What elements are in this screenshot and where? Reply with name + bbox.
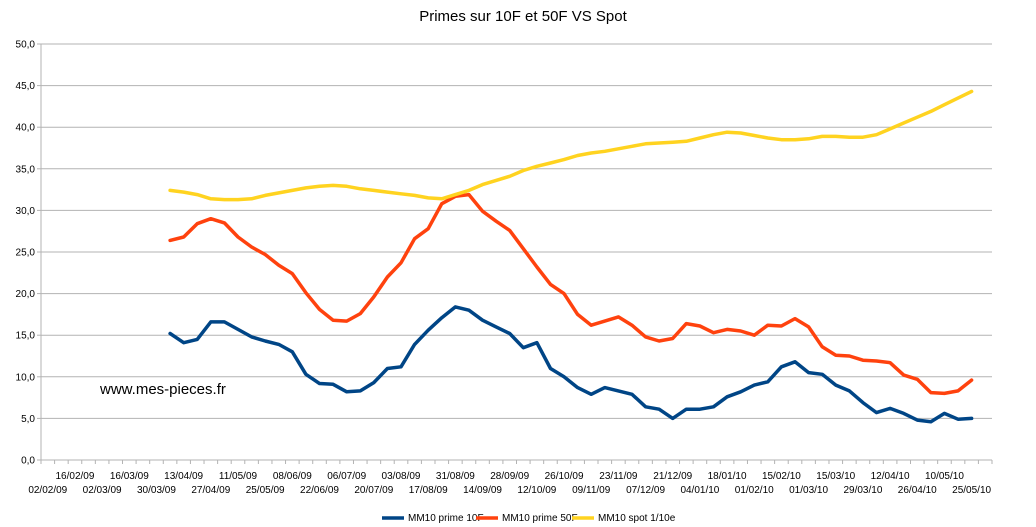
y-tick-label: 40,0 bbox=[16, 123, 36, 134]
axes bbox=[37, 43, 993, 464]
x-tick-label: 28/09/09 bbox=[490, 471, 529, 482]
x-tick-label: 13/04/09 bbox=[164, 471, 203, 482]
y-tick-label: 20,0 bbox=[16, 289, 36, 300]
x-tick-label: 17/08/09 bbox=[409, 485, 448, 496]
x-tick-label: 12/10/09 bbox=[517, 485, 556, 496]
x-tick-label: 26/10/09 bbox=[545, 471, 584, 482]
legend-label-3: MM10 spot 1/10e bbox=[598, 513, 676, 524]
y-tick-label: 30,0 bbox=[16, 206, 36, 217]
x-tick-label: 23/11/09 bbox=[599, 471, 638, 482]
x-tick-label: 27/04/09 bbox=[191, 485, 230, 496]
x-tick-label: 01/03/10 bbox=[789, 485, 828, 496]
x-tick-label: 07/12/09 bbox=[626, 485, 665, 496]
x-tick-label: 25/05/09 bbox=[246, 485, 285, 496]
y-tick-label: 45,0 bbox=[16, 81, 36, 92]
x-tick-label: 12/04/10 bbox=[871, 471, 910, 482]
series-lines bbox=[168, 89, 974, 424]
y-tick-label: 10,0 bbox=[16, 372, 36, 383]
x-tick-label: 31/08/09 bbox=[436, 471, 475, 482]
x-axis-labels: 16/02/09 16/03/09 13/04/09 11/05/09 08/06/09… bbox=[28, 471, 991, 496]
y-tick-label: 35,0 bbox=[16, 164, 36, 175]
watermark-text: www.mes-pieces.fr bbox=[99, 381, 226, 398]
series-line-1 bbox=[168, 305, 974, 424]
x-tick-label: 16/03/09 bbox=[110, 471, 149, 482]
legend: MM10 prime 10F MM10 prime 50F MM10 spot 1/… bbox=[382, 513, 676, 524]
x-tick-label: 15/02/10 bbox=[762, 471, 801, 482]
x-tick-label: 14/09/09 bbox=[463, 485, 502, 496]
legend-label-2: MM10 prime 50F bbox=[502, 513, 578, 524]
x-tick-label: 02/02/09 bbox=[28, 485, 67, 496]
y-tick-label: 0,0 bbox=[21, 456, 35, 467]
x-tick-label: 10/05/10 bbox=[925, 471, 964, 482]
x-tick-label: 15/03/10 bbox=[816, 471, 855, 482]
x-tick-label: 26/04/10 bbox=[898, 485, 937, 496]
x-tick-label: 21/12/09 bbox=[653, 471, 692, 482]
x-tick-label: 18/01/10 bbox=[708, 471, 747, 482]
gridlines bbox=[41, 43, 992, 419]
x-tick-label: 08/06/09 bbox=[273, 471, 312, 482]
y-tick-label: 50,0 bbox=[16, 40, 36, 51]
x-tick-label: 25/05/10 bbox=[952, 485, 991, 496]
series-line-2 bbox=[168, 192, 974, 396]
chart-title: Primes sur 10F et 50F VS Spot bbox=[419, 8, 627, 25]
x-tick-label: 29/03/10 bbox=[843, 485, 882, 496]
x-tick-label: 03/08/09 bbox=[382, 471, 421, 482]
x-tick-label: 06/07/09 bbox=[327, 471, 366, 482]
legend-label-1: MM10 prime 10F bbox=[408, 513, 484, 524]
x-tick-label: 09/11/09 bbox=[572, 485, 611, 496]
y-tick-label: 15,0 bbox=[16, 331, 36, 342]
x-tick-label: 20/07/09 bbox=[354, 485, 393, 496]
x-tick-label: 01/02/10 bbox=[735, 485, 774, 496]
x-tick-label: 22/06/09 bbox=[300, 485, 339, 496]
x-tick-label: 16/02/09 bbox=[55, 471, 94, 482]
x-tick-label: 30/03/09 bbox=[137, 485, 176, 496]
x-tick-label: 04/01/10 bbox=[680, 485, 719, 496]
y-tick-label: 25,0 bbox=[16, 248, 36, 259]
y-tick-label: 5,0 bbox=[21, 414, 35, 425]
y-axis-labels: 0,0 5,0 10,0 15,0 20,0 25,0 30,0 35,0 40,0 45,0 50… bbox=[16, 40, 36, 467]
x-tick-label: 02/03/09 bbox=[83, 485, 122, 496]
x-tick-label: 11/05/09 bbox=[219, 471, 258, 482]
series-line-3 bbox=[168, 89, 974, 202]
